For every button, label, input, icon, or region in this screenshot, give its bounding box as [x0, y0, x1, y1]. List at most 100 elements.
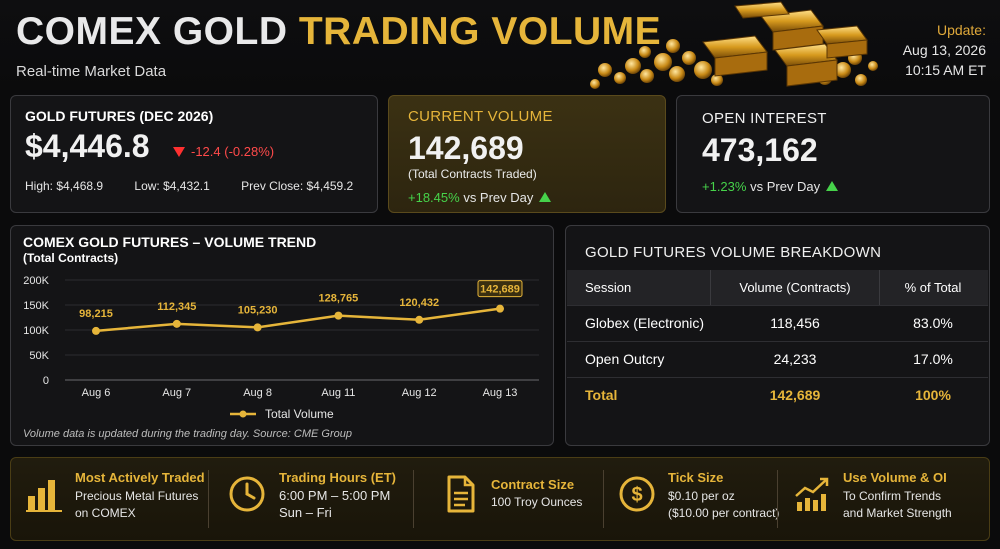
total-volume: 142,689: [769, 387, 821, 403]
row-percent: 17.0%: [913, 351, 953, 367]
data-point: [92, 326, 100, 335]
header-percent: % of Total: [904, 280, 962, 295]
column-divider: [879, 270, 880, 305]
info-line: ($10.00 per contract): [668, 506, 780, 520]
x-tick-label: Aug 12: [402, 387, 437, 399]
title-white-part: COMEX GOLD: [16, 10, 288, 53]
y-tick-label: 0: [43, 375, 49, 387]
futures-price: $4,446.8: [25, 128, 150, 164]
data-label: 128,765: [319, 293, 359, 305]
oi-change-pct: +1.23%: [702, 179, 747, 194]
info-divider: [413, 470, 414, 528]
header: COMEX GOLD TRADING VOLUME Real-time Mark…: [0, 0, 1000, 90]
data-label: 142,689: [480, 284, 520, 296]
update-label: Update:: [936, 22, 986, 38]
futures-label: GOLD FUTURES (DEC 2026): [25, 108, 214, 124]
y-tick-label: 150K: [23, 300, 49, 312]
y-tick-label: 50K: [29, 350, 49, 362]
data-point: [334, 311, 343, 320]
update-info: Update: Aug 13, 2026 10:15 AM ET: [903, 20, 986, 80]
volume-label: CURRENT VOLUME: [408, 108, 553, 125]
table-total-row: Total 142,689 100%: [567, 378, 988, 413]
volume-subtext: (Total Contracts Traded): [408, 167, 537, 181]
info-line: Sun – Fri: [279, 505, 332, 520]
futures-high: High: $4,468.9: [25, 179, 104, 193]
data-label: 120,432: [399, 297, 439, 309]
info-line: and Market Strength: [843, 506, 952, 520]
chart-subtitle: (Total Contracts): [23, 251, 119, 265]
table-row: Open Outcry 24,233 17.0%: [567, 342, 988, 378]
info-divider: [603, 470, 604, 528]
info-line: To Confirm Trends: [843, 489, 942, 503]
dollar-coin-icon: $: [619, 476, 655, 512]
column-divider: [710, 270, 711, 305]
total-label: Total: [585, 387, 618, 403]
oi-value: 473,162: [702, 132, 818, 168]
info-bar: Most Actively Traded Precious Metal Futu…: [10, 457, 990, 541]
info-line: 6:00 PM – 5:00 PM: [279, 488, 391, 503]
volume-trend-card: 0 50K 100K 150K 200K Aug 6 Aug 7 Aug 8 Aug 11 Aug…: [10, 225, 554, 446]
volume-breakdown-card: GOLD FUTURES VOLUME BREAKDOWN Session Vo…: [565, 225, 990, 446]
chart-source-note: Volume data is updated during the tradin…: [23, 428, 352, 440]
breakdown-title: GOLD FUTURES VOLUME BREAKDOWN: [585, 244, 882, 261]
breakdown-table: Session Volume (Contracts) % of Total Gl…: [567, 270, 988, 413]
clock-icon: [229, 476, 265, 512]
total-percent: 100%: [915, 387, 951, 403]
title-gold-part: TRADING VOLUME: [298, 10, 662, 53]
info-title: Use Volume & OI: [843, 470, 947, 485]
x-tick-label: Aug 7: [162, 387, 191, 399]
table-header-row: Session Volume (Contracts) % of Total: [567, 270, 988, 306]
x-tick-label: Aug 6: [82, 387, 111, 399]
data-point: [496, 304, 504, 313]
trend-up-chart-icon: [795, 477, 829, 511]
info-item-trading-hours: Trading Hours (ET) 6:00 PM – 5:00 PM Sun…: [227, 458, 407, 540]
svg-text:$: $: [631, 484, 642, 506]
page-subtitle: Real-time Market Data: [16, 63, 167, 80]
data-point: [253, 323, 262, 332]
volume-value: 142,689: [408, 130, 524, 166]
info-item-volume-oi: Use Volume & OI To Confirm Trends and Ma…: [793, 458, 983, 540]
data-label: 112,345: [157, 301, 196, 313]
info-line: on COMEX: [75, 506, 136, 520]
open-interest-card: OPEN INTEREST 473,162 +1.23% vs Prev Day: [676, 95, 990, 213]
page-title: COMEX GOLD TRADING VOLUME: [16, 10, 661, 54]
chart-title: COMEX GOLD FUTURES – VOLUME TREND: [23, 234, 317, 250]
futures-change: -12.4 (-0.28%): [173, 144, 274, 159]
info-line: $0.10 per oz: [668, 489, 735, 503]
futures-low: Low: $4,432.1: [134, 179, 210, 193]
info-item-contract-size: Contract Size 100 Troy Ounces: [441, 458, 601, 540]
info-title: Trading Hours (ET): [279, 470, 396, 485]
oi-change-text: vs Prev Day: [750, 179, 821, 194]
down-arrow-icon: [173, 147, 185, 157]
info-line: Precious Metal Futures: [75, 489, 199, 503]
oi-label: OPEN INTEREST: [702, 110, 827, 127]
info-item-tick-size: $ Tick Size $0.10 per oz ($10.00 per con…: [617, 458, 787, 540]
row-volume: 24,233: [773, 351, 817, 367]
info-title: Most Actively Traded: [75, 470, 205, 485]
data-label: 105,230: [238, 304, 278, 316]
y-tick-label: 100K: [23, 325, 49, 337]
volume-change-pct: +18.45%: [408, 190, 460, 205]
info-title: Tick Size: [668, 470, 724, 485]
x-tick-label: Aug 11: [321, 387, 355, 399]
row-volume: 118,456: [770, 315, 820, 331]
x-tick-label: Aug 13: [483, 387, 518, 399]
info-item-most-traded: Most Actively Traded Precious Metal Futu…: [23, 458, 213, 540]
data-point: [415, 315, 424, 324]
legend-marker: [239, 410, 247, 418]
table-row: Globex (Electronic) 118,456 83.0%: [567, 306, 988, 342]
series-line: [95, 307, 501, 333]
data-label: 98,215: [79, 308, 113, 320]
gold-bars-image: [585, 0, 885, 90]
y-tick-label: 200K: [23, 275, 49, 287]
bar-chart-icon: [26, 480, 62, 512]
info-line: 100 Troy Ounces: [491, 495, 583, 509]
update-time: 10:15 AM ET: [905, 62, 986, 78]
header-volume: Volume (Contracts): [739, 280, 851, 295]
up-arrow-icon: [826, 181, 839, 191]
volume-change-text: vs Prev Day: [463, 190, 534, 205]
futures-prev-close: Prev Close: $4,459.2: [241, 179, 354, 193]
volume-change: +18.45% vs Prev Day: [408, 190, 552, 205]
row-session: Globex (Electronic): [585, 315, 705, 331]
row-percent: 83.0%: [913, 315, 953, 331]
